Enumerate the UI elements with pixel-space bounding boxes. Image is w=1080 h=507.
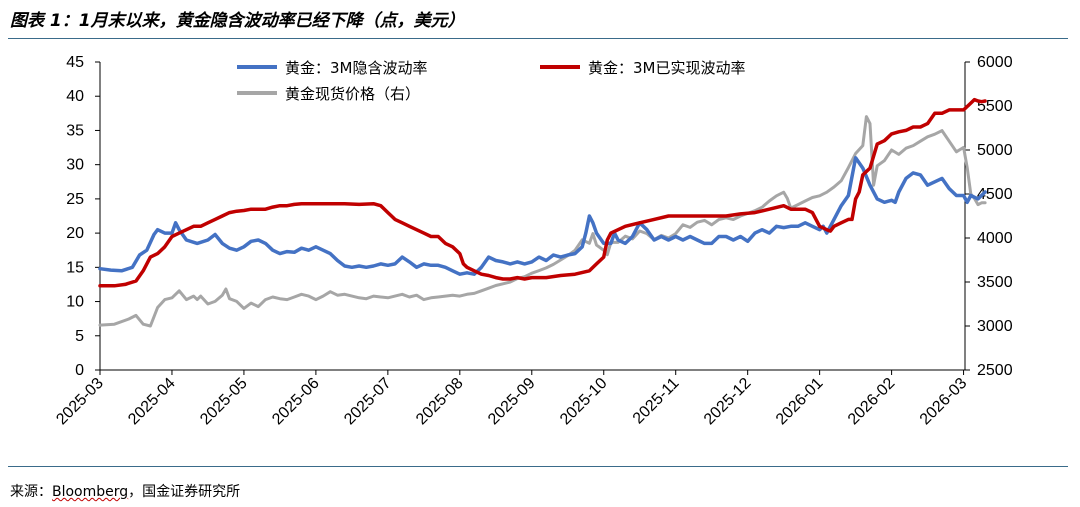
y-right-tick-label: 4000	[977, 230, 1013, 247]
title-rule	[8, 38, 1068, 39]
x-tick-label: 2025-04	[125, 375, 179, 429]
series-layer	[98, 97, 987, 328]
source-brand: Bloomberg	[52, 484, 129, 500]
x-tick-label: 2025-10	[557, 375, 611, 429]
y-left-tick-label: 5	[75, 328, 84, 345]
source-note: 来源：Bloomberg，国金证券研究所	[10, 481, 240, 501]
y-right-tick-label: 3500	[977, 274, 1013, 291]
chart-svg: 0 5 10 15 20 25 30 35 40 45 2500 3000 3500 4000 4500 50…	[53, 54, 1012, 428]
y-right-tick-label: 5000	[977, 142, 1013, 159]
y-left-tick-label: 20	[66, 225, 84, 242]
x-tick-label: 2025-09	[485, 375, 539, 429]
source-rest: ，国金证券研究所	[128, 484, 241, 500]
x-tick-label: 2026-02	[845, 375, 899, 429]
x-tick-label: 2025-11	[630, 375, 683, 428]
implied-vol-line	[98, 156, 987, 276]
chart-title: 图表 1：1月末以来，黄金隐含波动率已经下降（点，美元）	[10, 11, 465, 31]
spot-price-line	[98, 115, 987, 328]
y-right-tick-label: 4500	[977, 186, 1013, 203]
x-tick-label: 2025-06	[269, 375, 323, 429]
x-tick-label: 2025-08	[413, 375, 467, 429]
x-tick-label: 2025-12	[701, 375, 755, 429]
x-tick-label: 2025-05	[197, 375, 251, 429]
x-tick-label: 2026-03	[917, 375, 971, 429]
y-right-tick-label: 6000	[977, 54, 1013, 71]
x-tick-label: 2026-01	[773, 375, 827, 429]
realized-vol-line	[98, 97, 987, 288]
y-left-tick-label: 0	[75, 362, 84, 379]
source-rule	[8, 466, 1068, 467]
legend-label-realized-vol-line: 黄金：3M已实现波动率	[588, 59, 746, 77]
legend-label-implied-vol-line: 黄金：3M隐含波动率	[285, 59, 428, 77]
y-left-tick-label: 40	[66, 88, 84, 105]
y-left-tick-label: 35	[66, 122, 84, 139]
y-left-tick-label: 25	[66, 191, 84, 208]
y-right-tick-label: 3000	[977, 318, 1013, 335]
x-tick-label: 2025-07	[341, 375, 395, 429]
legend-label-spot-price-line: 黄金现货价格（右）	[285, 85, 420, 103]
y-left-tick-label: 15	[66, 259, 84, 276]
source-label: 来源：	[10, 484, 52, 500]
x-tick-label: 2025-03	[53, 375, 107, 429]
y-left-tick-label: 45	[66, 54, 84, 71]
y-right-tick-label: 2500	[977, 362, 1013, 379]
y-left-tick-label: 30	[66, 157, 84, 174]
y-left-tick-label: 10	[66, 294, 84, 311]
axes: 0 5 10 15 20 25 30 35 40 45 2500 3000 3500 4000 4500 50…	[53, 54, 1012, 428]
